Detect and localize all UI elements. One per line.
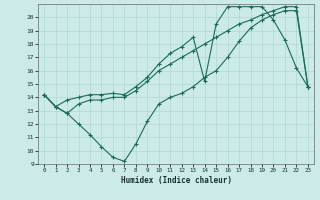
X-axis label: Humidex (Indice chaleur): Humidex (Indice chaleur) <box>121 176 231 185</box>
